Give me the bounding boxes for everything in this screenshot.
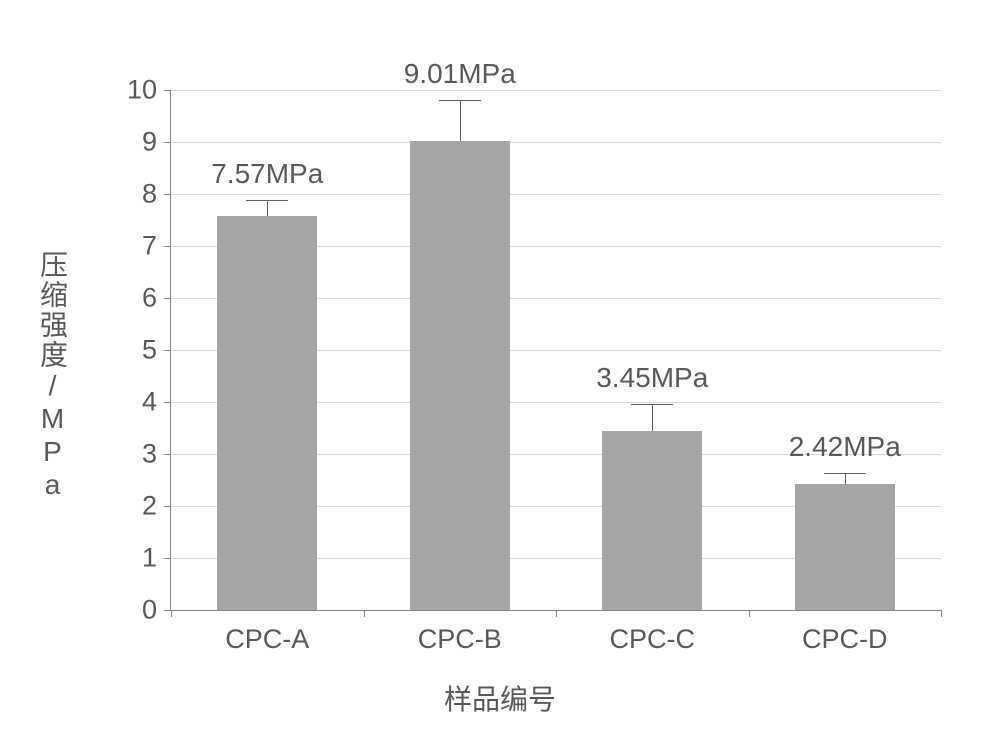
gridline — [171, 142, 941, 143]
x-tick-mark — [941, 610, 942, 617]
value-label: 3.45MPa — [596, 362, 708, 394]
bar — [410, 141, 510, 610]
y-tick-label: 2 — [142, 491, 171, 522]
gridline — [171, 90, 941, 91]
x-tick-mark — [364, 610, 365, 617]
plot-area: 0123456789107.57MPaCPC-A9.01MPaCPC-B3.45… — [170, 90, 941, 611]
error-bar — [460, 100, 461, 142]
y-tick-label: 5 — [142, 335, 171, 366]
error-cap — [631, 404, 673, 405]
x-tick-label: CPC-B — [418, 610, 502, 655]
bar — [217, 216, 317, 610]
y-tick-label: 3 — [142, 439, 171, 470]
y-tick-label: 4 — [142, 387, 171, 418]
y-tick-label: 0 — [142, 595, 171, 626]
y-tick-label: 1 — [142, 543, 171, 574]
error-cap — [246, 200, 288, 201]
error-cap — [439, 100, 481, 101]
bar — [602, 431, 702, 610]
x-axis-title: 样品编号 — [0, 678, 1000, 718]
y-tick-label: 7 — [142, 231, 171, 262]
x-tick-mark — [749, 610, 750, 617]
y-tick-label: 10 — [127, 75, 171, 106]
gridline — [171, 194, 941, 195]
value-label: 7.57MPa — [211, 158, 323, 190]
x-tick-label: CPC-A — [225, 610, 309, 655]
x-tick-label: CPC-D — [802, 610, 888, 655]
x-tick-mark — [171, 610, 172, 617]
bar — [795, 484, 895, 610]
x-tick-mark — [556, 610, 557, 617]
error-bar — [652, 404, 653, 431]
y-tick-label: 9 — [142, 127, 171, 158]
y-tick-label: 6 — [142, 283, 171, 314]
chart-container: 压缩强度/MPa 0123456789107.57MPaCPC-A9.01MPa… — [0, 0, 1000, 736]
error-bar — [845, 473, 846, 484]
error-cap — [824, 473, 866, 474]
y-tick-label: 8 — [142, 179, 171, 210]
y-axis-title: 压缩强度/MPa — [32, 250, 72, 502]
error-bar — [267, 200, 268, 217]
x-tick-label: CPC-C — [610, 610, 696, 655]
value-label: 2.42MPa — [789, 431, 901, 463]
value-label: 9.01MPa — [404, 58, 516, 90]
